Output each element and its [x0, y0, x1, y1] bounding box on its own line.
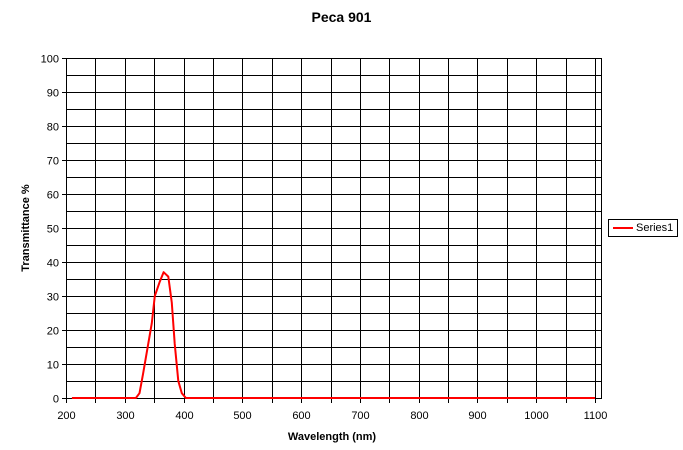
legend: Series1: [608, 219, 678, 237]
tick-labels: 0 10 20 30 40 50 60 70 80 90 100 200 300 400 500 600 700…: [41, 54, 608, 423]
y-tick-label: 70: [47, 156, 59, 168]
y-tick-label: 100: [41, 54, 59, 66]
y-tick-label: 60: [47, 190, 59, 202]
x-tick-label: 400: [175, 410, 193, 422]
y-tick-label: 10: [47, 360, 59, 372]
x-tick-label: 600: [292, 410, 310, 422]
y-axis-title: Transmittance %: [20, 184, 32, 272]
x-tick-label: 800: [410, 410, 428, 422]
x-tick-label: 200: [57, 410, 75, 422]
y-tick-label: 90: [47, 88, 59, 100]
legend-label-series1: Series1: [636, 222, 674, 234]
x-tick-label: 1000: [524, 410, 548, 422]
y-tick-label: 80: [47, 122, 59, 134]
x-axis-title: Wavelength (nm): [288, 431, 377, 443]
x-tick-label: 700: [351, 410, 369, 422]
x-tick-label: 900: [468, 410, 486, 422]
series1-line: [71, 271, 595, 399]
y-tick-label: 30: [47, 292, 59, 304]
legend-swatch-series1: [613, 227, 633, 229]
x-tick-label: 300: [116, 410, 134, 422]
y-tick-label: 0: [53, 394, 59, 406]
x-tick-label: 500: [233, 410, 251, 422]
y-tick-label: 40: [47, 258, 59, 270]
y-tick-label: 20: [47, 326, 59, 338]
x-tick-label: 1100: [584, 410, 608, 422]
chart-title: Peca 901: [311, 9, 372, 25]
y-tick-label: 50: [47, 224, 59, 236]
axes: [62, 58, 596, 403]
grid-lines: [66, 58, 601, 398]
